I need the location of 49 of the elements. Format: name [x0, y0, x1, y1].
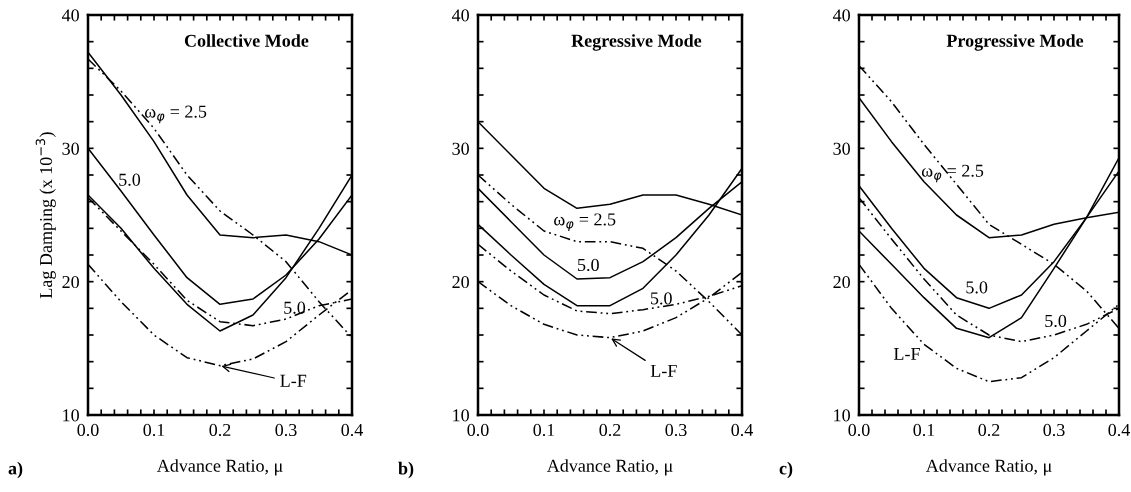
x-tick-label: 0.0	[848, 423, 870, 437]
x-tick-label: 0.3	[275, 423, 297, 437]
y-tick-label: 40	[451, 9, 469, 22]
x-tick-label: 0.2	[978, 423, 1000, 437]
y-tick-label: 20	[833, 275, 850, 289]
x-tick-label: 0.4	[341, 423, 363, 437]
annotation: 5.0	[578, 258, 599, 272]
y-tick-label: 30	[452, 142, 469, 155]
x-tick-label: 0.2	[599, 423, 621, 437]
annotation: ω$_{φ}$ = 2.5	[921, 164, 984, 183]
annotation: L-F	[893, 347, 920, 360]
annotation: 5.0	[650, 292, 672, 305]
annotation: L-F	[280, 374, 307, 387]
y-tick-label: 30	[833, 142, 850, 155]
annotation: 5.0	[1045, 314, 1067, 328]
y-tick-label: 10	[453, 409, 469, 422]
text: Collective Mode	[184, 34, 309, 47]
x-axis-title: Advance Ratio, μ	[925, 459, 1052, 476]
y-tick-label: 10	[63, 409, 79, 422]
text: Progressive Mode	[946, 34, 1084, 51]
x-axis-title: Advance Ratio, μ	[156, 459, 283, 476]
x-tick-label: 0.3	[665, 423, 687, 437]
annotation: ω$_{φ}$ = 2.5	[144, 105, 207, 124]
y-tick-label: 10	[834, 409, 850, 422]
x-tick-label: 0.4	[731, 423, 753, 437]
y-tick-label: 20	[62, 275, 79, 289]
y-tick-label: 30	[62, 142, 79, 155]
x-tick-label: 0.4	[1108, 423, 1130, 437]
annotation: L-F	[650, 364, 677, 377]
y-axis-title: Lag Damping (x 10$^{−3}$)	[35, 132, 56, 299]
annotation: 5.0	[284, 301, 306, 314]
x-tick-label: 0.1	[913, 423, 935, 437]
y-tick-label: 20	[452, 275, 469, 289]
text: c)	[779, 461, 793, 479]
x-tick-label: 0.1	[143, 423, 165, 437]
annotation: ω$_{φ}$ = 2.5	[554, 213, 616, 231]
text: Regressive Mode	[571, 34, 702, 51]
text: b)	[398, 461, 414, 479]
x-tick-label: 0.3	[1043, 423, 1065, 437]
x-tick-label: 0.2	[209, 423, 231, 437]
x-axis-title: Advance Ratio, μ	[546, 459, 673, 476]
y-tick-label: 40	[61, 9, 79, 22]
x-tick-label: 0.0	[467, 423, 489, 437]
x-tick-label: 0.0	[77, 423, 99, 437]
annotation: 5.0	[966, 281, 988, 294]
text: a)	[8, 461, 23, 479]
y-tick-label: 40	[832, 9, 850, 22]
annotation: 5.0	[119, 173, 141, 186]
x-tick-label: 0.1	[533, 423, 555, 437]
